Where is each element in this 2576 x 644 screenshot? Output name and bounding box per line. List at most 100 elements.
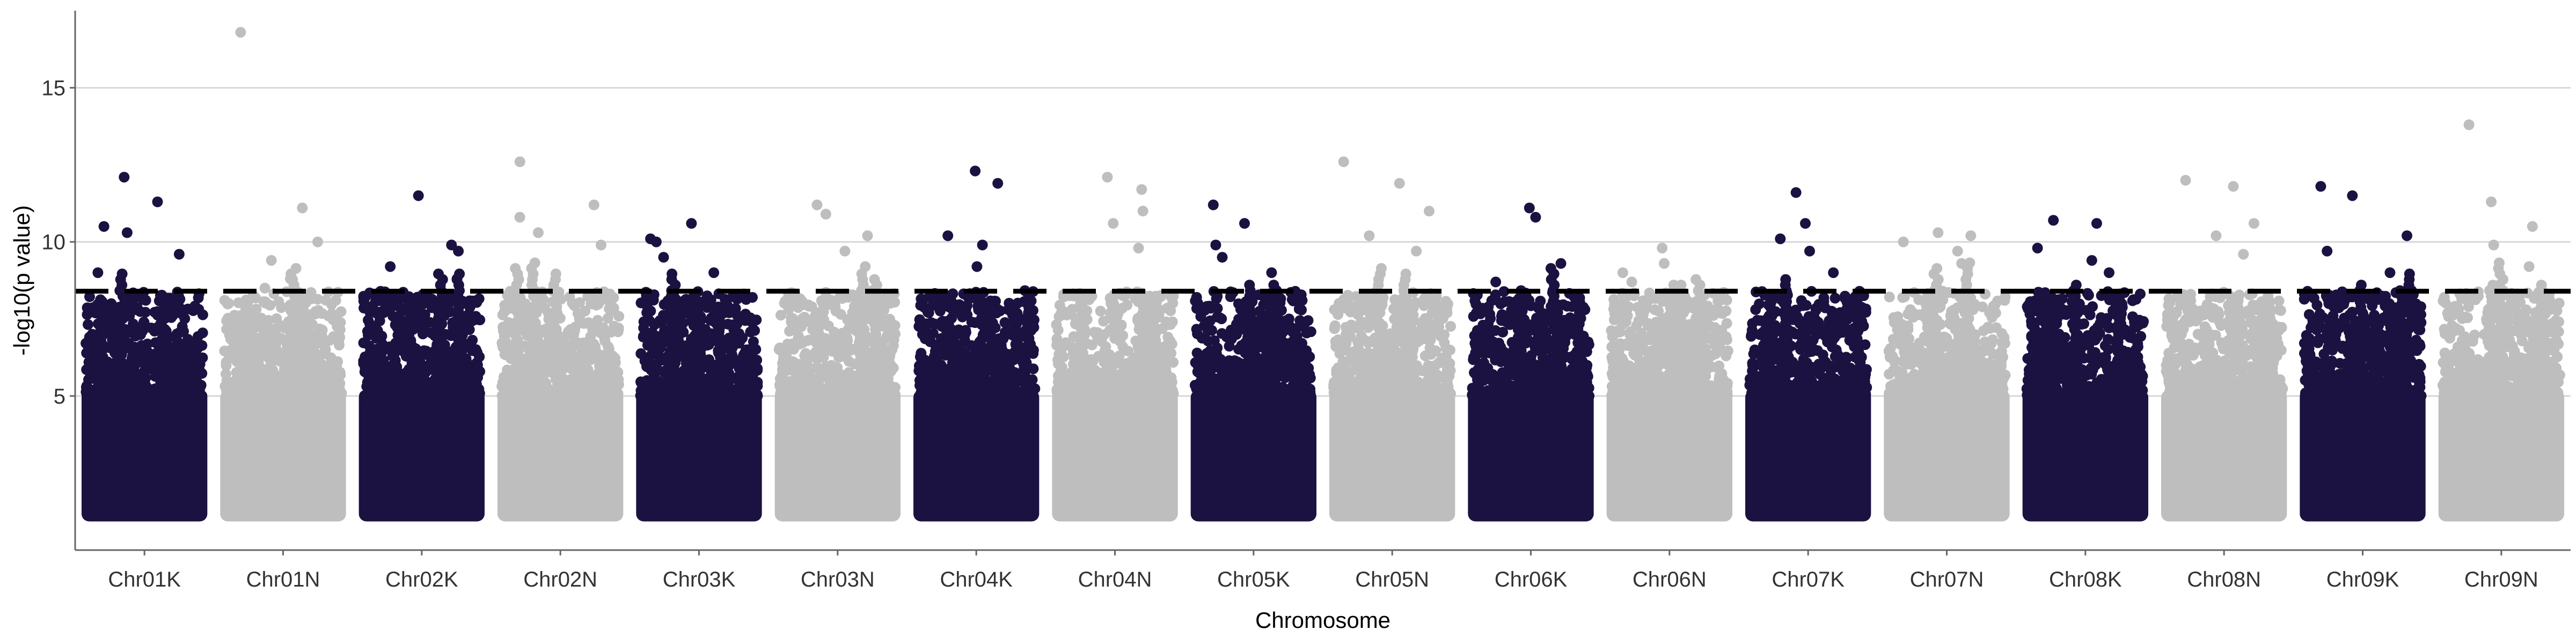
data-point	[187, 376, 199, 387]
data-point	[358, 356, 369, 367]
data-point	[935, 383, 946, 394]
data-point	[358, 337, 369, 348]
data-point	[837, 293, 848, 304]
data-point	[140, 306, 151, 318]
data-point	[1005, 354, 1016, 365]
data-point	[784, 326, 795, 337]
data-point	[108, 369, 120, 380]
data-point	[567, 372, 579, 383]
data-point	[419, 309, 430, 320]
data-point	[221, 357, 232, 368]
data-point	[1166, 339, 1177, 349]
data-point	[407, 296, 418, 308]
data-point	[594, 368, 605, 379]
data-point	[229, 390, 240, 401]
data-point	[727, 319, 738, 331]
data-point	[1106, 353, 1117, 364]
data-point	[129, 341, 140, 353]
data-point	[499, 299, 510, 311]
data-point	[1122, 299, 1133, 311]
significant-point	[686, 218, 697, 229]
data-point	[831, 389, 842, 400]
data-point	[1056, 362, 1067, 372]
data-point	[1004, 326, 1015, 337]
data-point	[1095, 305, 1106, 317]
data-point	[803, 316, 814, 327]
data-point	[335, 306, 347, 317]
significant-point	[1102, 172, 1113, 183]
data-point	[777, 363, 788, 374]
data-point	[1121, 358, 1132, 369]
data-point	[1096, 336, 1107, 347]
data-point	[529, 257, 540, 268]
data-point	[308, 362, 319, 374]
significant-point	[451, 273, 463, 284]
data-point	[398, 390, 409, 401]
data-point	[639, 355, 650, 367]
data-point	[550, 268, 561, 280]
significant-point	[970, 165, 981, 177]
data-point	[271, 313, 282, 324]
data-point	[811, 361, 823, 372]
data-point	[829, 375, 840, 386]
data-point	[1056, 308, 1067, 319]
significant-point	[977, 239, 988, 251]
data-point	[417, 328, 428, 340]
data-point	[1150, 290, 1161, 302]
data-point	[654, 355, 665, 367]
data-point	[273, 296, 284, 308]
data-point	[819, 369, 831, 380]
data-point	[752, 390, 763, 401]
data-point	[470, 344, 481, 355]
data-point	[444, 306, 456, 318]
data-point	[86, 348, 98, 359]
data-point	[932, 357, 943, 369]
data-point	[1007, 317, 1019, 328]
data-point	[421, 346, 432, 357]
data-point	[635, 377, 647, 388]
data-point	[174, 294, 186, 305]
significant-point	[820, 209, 831, 219]
data-point	[609, 361, 620, 372]
significant-point	[259, 282, 270, 294]
data-point	[225, 344, 237, 355]
data-point	[323, 310, 334, 321]
data-point	[730, 303, 741, 314]
dense-points-band	[358, 390, 485, 522]
data-point	[750, 363, 761, 374]
significant-point	[285, 273, 296, 284]
data-point	[914, 375, 925, 386]
data-point	[708, 331, 719, 342]
significant-point	[514, 156, 525, 167]
data-point	[1059, 382, 1071, 393]
data-point	[568, 331, 579, 342]
data-point	[881, 390, 892, 401]
data-point	[267, 371, 279, 382]
data-point	[649, 330, 660, 341]
data-point	[131, 304, 143, 316]
data-point	[586, 298, 597, 310]
data-point	[172, 336, 183, 347]
data-point	[80, 386, 92, 398]
data-point	[242, 302, 253, 313]
data-point	[378, 355, 389, 366]
significant-point	[992, 178, 1004, 189]
significant-point	[173, 248, 185, 260]
significant-point	[152, 196, 163, 208]
data-point	[1101, 363, 1113, 374]
data-point	[193, 331, 203, 342]
data-point	[497, 309, 508, 320]
data-point	[1004, 298, 1015, 309]
data-point	[131, 352, 143, 363]
data-point	[312, 351, 324, 362]
data-point	[335, 317, 346, 328]
data-point	[785, 381, 796, 392]
data-point	[1053, 349, 1065, 360]
data-point	[193, 292, 204, 303]
data-point	[232, 367, 243, 378]
data-point	[1107, 386, 1118, 397]
significant-point	[235, 27, 246, 38]
data-point	[786, 312, 797, 324]
significant-point	[1136, 184, 1147, 195]
